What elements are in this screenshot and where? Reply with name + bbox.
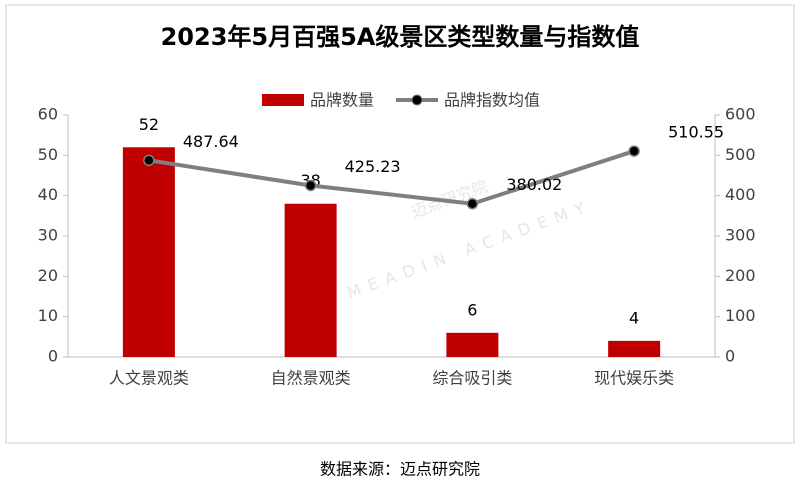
y2-tick-label: 600 bbox=[725, 105, 756, 124]
y-tick-label: 10 bbox=[38, 306, 58, 325]
watermark-sub: MEADIN ACADEMY bbox=[344, 196, 595, 303]
y-tick-label: 20 bbox=[38, 266, 58, 285]
y2-tick-label: 200 bbox=[725, 266, 756, 285]
line-point bbox=[304, 179, 317, 192]
x-tick-label: 人文景观类 bbox=[109, 369, 189, 388]
bar-value-label: 52 bbox=[139, 115, 159, 134]
bar bbox=[608, 340, 661, 357]
source: 数据来源：迈点研究院 bbox=[320, 460, 480, 479]
bar-value-label: 4 bbox=[629, 308, 639, 327]
legend-swatch-dot bbox=[411, 94, 423, 106]
bar bbox=[284, 203, 337, 357]
x-tick-label: 现代娱乐类 bbox=[594, 369, 674, 388]
bar bbox=[446, 332, 499, 357]
y2-tick-label: 300 bbox=[725, 226, 756, 245]
chart-title: 2023年5月百强5A级景区类型数量与指数值 bbox=[161, 23, 640, 51]
line-point bbox=[466, 197, 479, 210]
y2-tick-label: 400 bbox=[725, 185, 756, 204]
line-point bbox=[628, 145, 640, 157]
line-value-label: 380.02 bbox=[506, 175, 562, 194]
legend-label: 品牌指数均值 bbox=[444, 91, 540, 110]
y-tick-label: 50 bbox=[38, 145, 58, 164]
bar bbox=[122, 147, 175, 357]
line-value-label: 510.55 bbox=[668, 123, 724, 142]
y2-tick-label: 100 bbox=[725, 306, 756, 325]
legend-label: 品牌数量 bbox=[310, 91, 374, 110]
y2-tick-label: 0 bbox=[725, 347, 735, 366]
y-tick-label: 60 bbox=[38, 105, 58, 124]
x-tick-label: 综合吸引类 bbox=[432, 369, 512, 388]
legend-swatch bbox=[262, 94, 304, 106]
y-tick-label: 30 bbox=[38, 226, 58, 245]
x-tick-label: 自然景观类 bbox=[271, 369, 351, 388]
chart-frame bbox=[5, 4, 795, 444]
bar-value-label: 6 bbox=[467, 300, 477, 319]
line-value-label: 487.64 bbox=[183, 132, 239, 151]
line-value-label: 425.23 bbox=[345, 157, 401, 176]
line bbox=[148, 149, 635, 206]
y2-tick-label: 500 bbox=[725, 145, 756, 164]
y-tick-label: 40 bbox=[38, 185, 58, 204]
y-tick-label: 0 bbox=[48, 347, 58, 366]
line-point bbox=[143, 154, 155, 167]
